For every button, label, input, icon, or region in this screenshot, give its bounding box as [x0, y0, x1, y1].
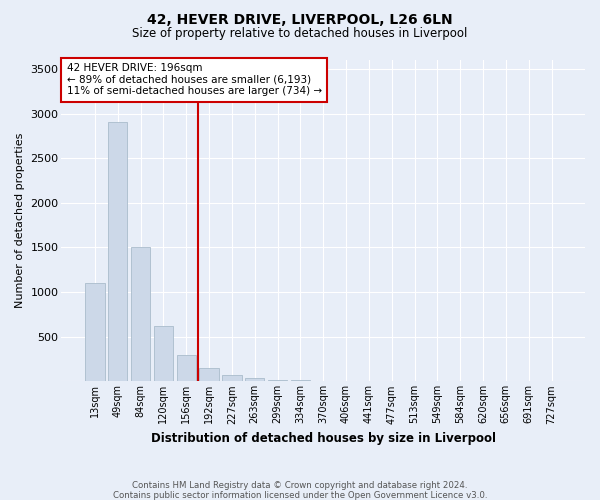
Bar — [268, 380, 287, 382]
Text: 42, HEVER DRIVE, LIVERPOOL, L26 6LN: 42, HEVER DRIVE, LIVERPOOL, L26 6LN — [147, 12, 453, 26]
Text: Contains public sector information licensed under the Open Government Licence v3: Contains public sector information licen… — [113, 491, 487, 500]
Text: Contains HM Land Registry data © Crown copyright and database right 2024.: Contains HM Land Registry data © Crown c… — [132, 481, 468, 490]
Bar — [199, 368, 219, 382]
Bar — [108, 122, 127, 382]
Bar — [154, 326, 173, 382]
Bar — [131, 248, 151, 382]
Bar — [222, 375, 242, 382]
Bar — [245, 378, 265, 382]
X-axis label: Distribution of detached houses by size in Liverpool: Distribution of detached houses by size … — [151, 432, 496, 445]
Bar — [85, 283, 104, 382]
Text: 42 HEVER DRIVE: 196sqm
← 89% of detached houses are smaller (6,193)
11% of semi-: 42 HEVER DRIVE: 196sqm ← 89% of detached… — [67, 63, 322, 96]
Bar — [176, 354, 196, 382]
Bar — [291, 380, 310, 382]
Text: Size of property relative to detached houses in Liverpool: Size of property relative to detached ho… — [133, 28, 467, 40]
Y-axis label: Number of detached properties: Number of detached properties — [15, 133, 25, 308]
